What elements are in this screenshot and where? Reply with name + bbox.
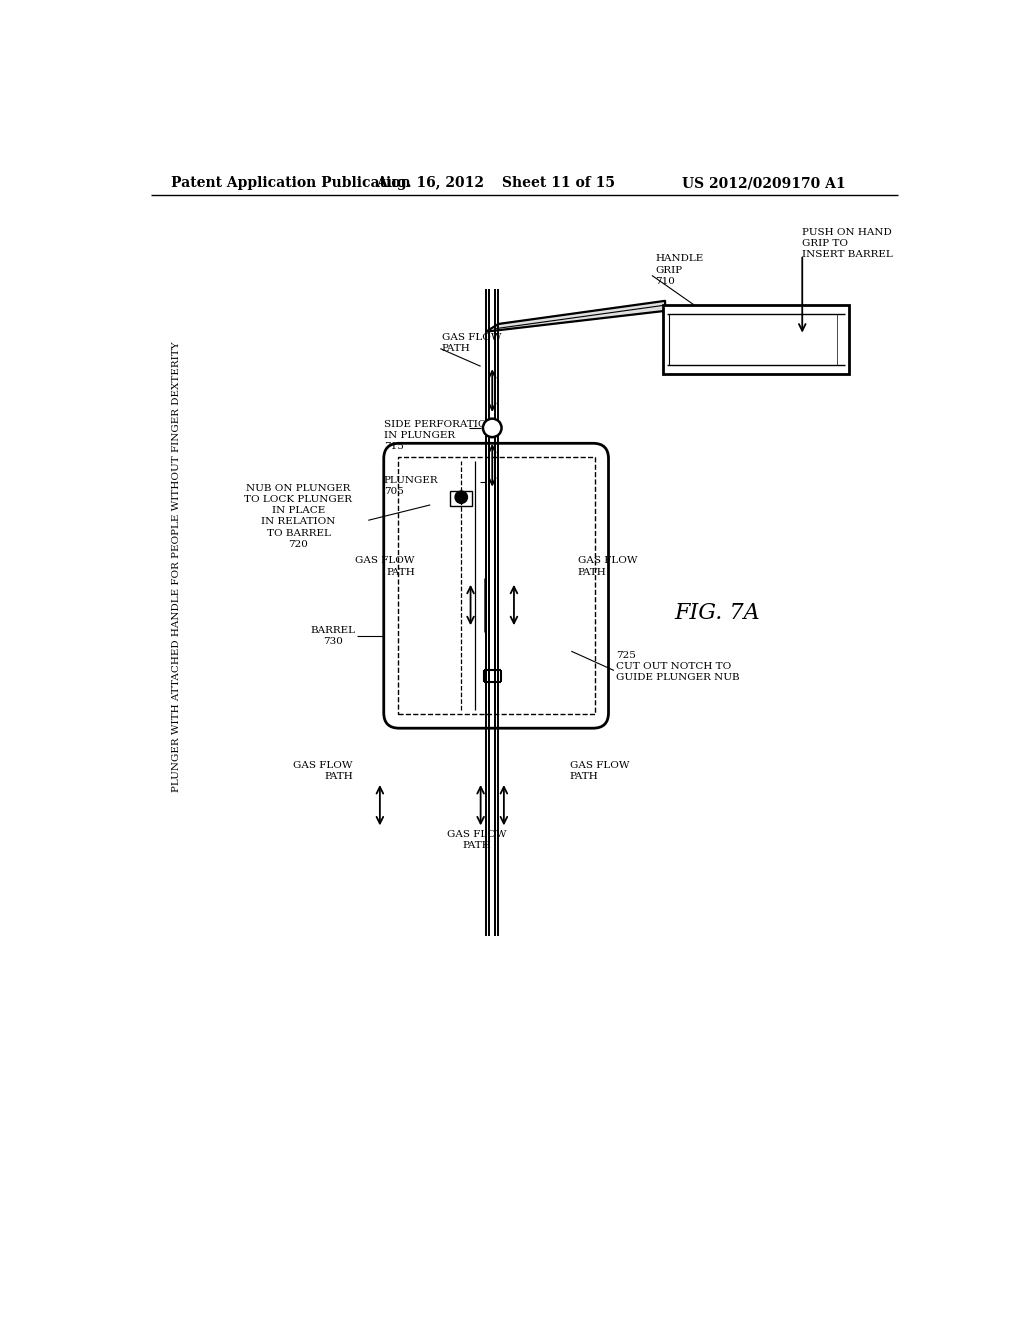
Text: HANDLE
GRIP
710: HANDLE GRIP 710 <box>655 255 703 285</box>
Text: Sheet 11 of 15: Sheet 11 of 15 <box>502 176 614 190</box>
Text: FIG. 7A: FIG. 7A <box>674 602 760 624</box>
Text: GAS FLOW
PATH: GAS FLOW PATH <box>447 830 507 850</box>
Text: GAS FLOW
PATH: GAS FLOW PATH <box>578 557 637 577</box>
Text: PLUNGER WITH ATTACHED HANDLE FOR PEOPLE WITHOUT FINGER DEXTERITY: PLUNGER WITH ATTACHED HANDLE FOR PEOPLE … <box>172 341 180 792</box>
Text: GAS FLOW
PATH: GAS FLOW PATH <box>293 760 352 780</box>
Text: PLUNGER
705: PLUNGER 705 <box>384 475 438 496</box>
FancyBboxPatch shape <box>384 444 608 729</box>
Text: Aug. 16, 2012: Aug. 16, 2012 <box>376 176 484 190</box>
Text: NUB ON PLUNGER
TO LOCK PLUNGER
IN PLACE
IN RELATION
TO BARREL
720: NUB ON PLUNGER TO LOCK PLUNGER IN PLACE … <box>245 484 352 549</box>
Text: BARREL
730: BARREL 730 <box>311 626 356 645</box>
Bar <box>397 457 595 714</box>
Polygon shape <box>486 301 665 331</box>
Text: 725
CUT OUT NOTCH TO
GUIDE PLUNGER NUB: 725 CUT OUT NOTCH TO GUIDE PLUNGER NUB <box>616 651 740 682</box>
Circle shape <box>483 418 502 437</box>
Text: GAS FLOW
PATH: GAS FLOW PATH <box>355 557 415 577</box>
Text: GAS FLOW
PATH: GAS FLOW PATH <box>569 760 630 780</box>
Bar <box>451 491 472 507</box>
Text: Patent Application Publication: Patent Application Publication <box>171 176 411 190</box>
Bar <box>663 305 849 374</box>
Circle shape <box>455 491 467 503</box>
Text: SIDE PERFORATION
IN PLUNGER
715: SIDE PERFORATION IN PLUNGER 715 <box>384 420 496 451</box>
Text: US 2012/0209170 A1: US 2012/0209170 A1 <box>682 176 846 190</box>
Text: PUSH ON HAND
GRIP TO
INSERT BARREL: PUSH ON HAND GRIP TO INSERT BARREL <box>802 227 893 259</box>
Text: GAS FLOW
PATH: GAS FLOW PATH <box>442 333 502 354</box>
